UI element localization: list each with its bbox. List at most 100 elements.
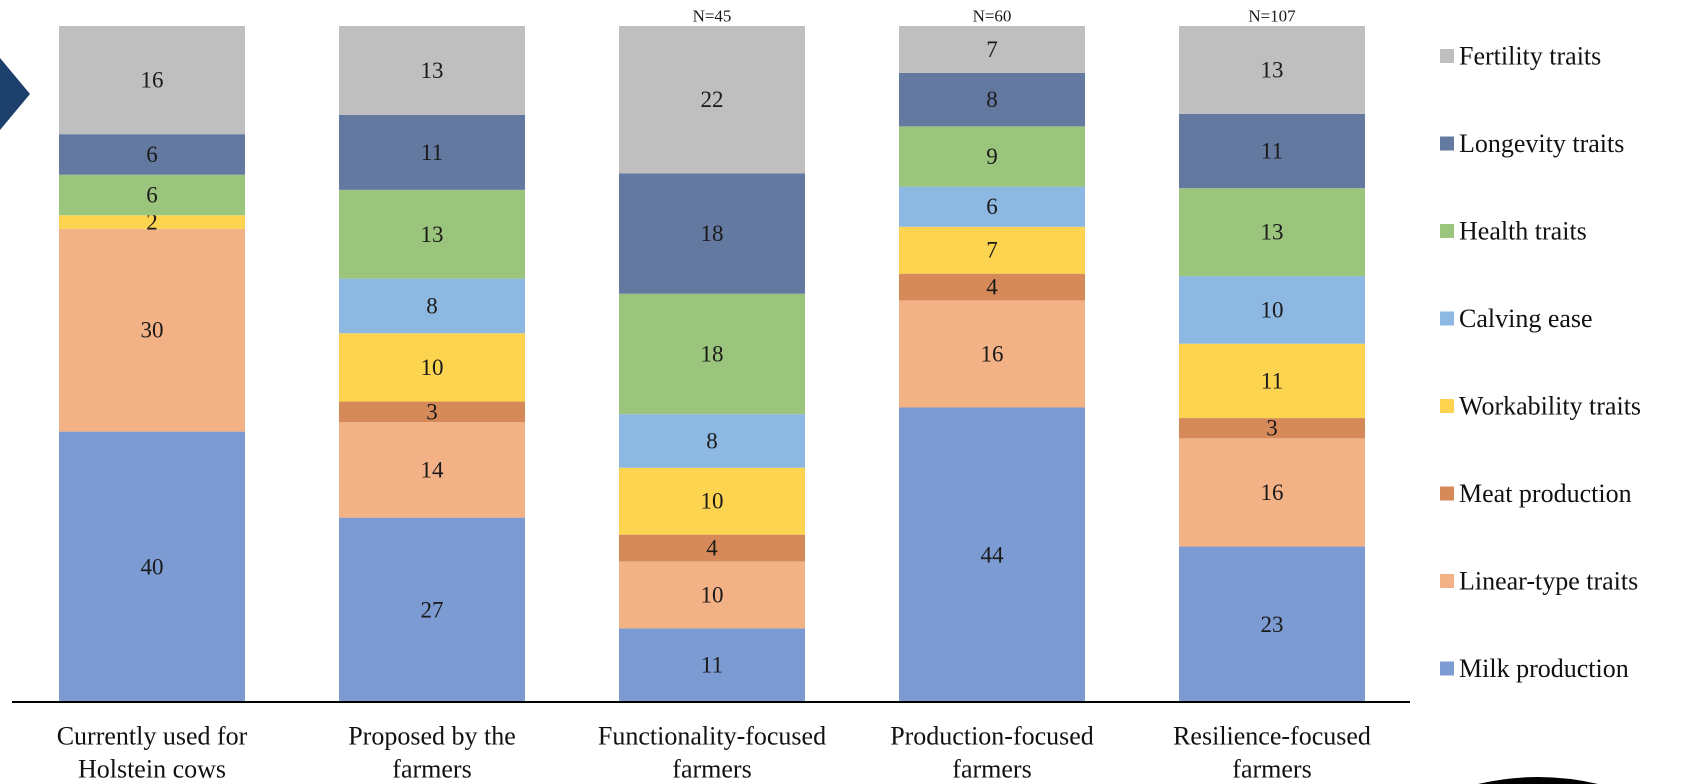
bar-segment: [619, 561, 805, 629]
legend-swatch: [1440, 311, 1454, 326]
data-label: 14: [421, 457, 445, 482]
bar-segment: [1179, 418, 1365, 439]
bar-segment: [59, 431, 245, 702]
sample-size-label: N=60: [973, 7, 1012, 26]
bar-segment: [1179, 546, 1365, 702]
legend-swatch: [1440, 399, 1454, 413]
legend-label: Longevity traits: [1459, 129, 1624, 158]
data-label: 2: [146, 210, 158, 235]
data-label: 10: [421, 355, 444, 380]
bar-segment: [899, 72, 1085, 127]
data-label: 11: [1261, 139, 1283, 164]
data-label: 7: [986, 37, 998, 62]
legend-swatch: [1440, 224, 1454, 238]
data-label: 11: [1261, 368, 1283, 393]
bar-segment: [899, 186, 1085, 227]
bar-segment: [1179, 343, 1365, 419]
data-label: 16: [981, 341, 1004, 366]
bar-segment: [59, 26, 245, 135]
bar-segment: [339, 278, 525, 334]
data-label: 11: [421, 140, 443, 165]
data-label: 6: [146, 142, 158, 167]
data-label: 3: [1266, 416, 1278, 441]
legend-swatch: [1440, 574, 1454, 588]
data-label: 10: [701, 489, 724, 514]
category-label: farmers: [1232, 755, 1311, 784]
legend-swatch: [1440, 486, 1454, 501]
bar-segment: [899, 300, 1085, 408]
data-label: 13: [1261, 57, 1284, 82]
bar-segment: [339, 517, 525, 702]
category-label: Functionality-focused: [598, 722, 826, 751]
data-label: 13: [421, 58, 444, 83]
logo-shape: [1478, 777, 1598, 784]
bar-segment: [619, 414, 805, 468]
bar-segment: [899, 407, 1085, 702]
bar-segment: [1179, 438, 1365, 547]
bar-segment: [899, 226, 1085, 274]
category-label: Currently used for: [57, 722, 248, 751]
data-label: 18: [701, 341, 724, 366]
data-label: 4: [706, 536, 718, 561]
bar-segment: [59, 215, 245, 229]
bar-segment: [1179, 113, 1365, 189]
sample-size-label: N=45: [693, 7, 732, 26]
legend: Fertility traits Longevity traits Health t…: [1440, 42, 1641, 683]
bar-segment: [1179, 276, 1365, 344]
legend-label: Meat production: [1459, 479, 1632, 508]
bar-segment: [619, 173, 805, 294]
legend-label: Workability traits: [1459, 392, 1641, 421]
data-label: 6: [146, 183, 158, 208]
nav-arrow-icon[interactable]: [0, 58, 30, 130]
data-label: 10: [701, 582, 724, 607]
data-label: 16: [1261, 480, 1284, 505]
data-label: 3: [426, 399, 438, 424]
bar-segment: [619, 628, 805, 702]
data-label: 16: [141, 68, 164, 93]
bar-segment: [339, 333, 525, 402]
data-label: 8: [426, 293, 438, 318]
bar-segment: [339, 189, 525, 279]
data-label: 8: [706, 428, 718, 453]
category-label: farmers: [672, 755, 751, 784]
bar-segment: [619, 293, 805, 415]
data-label: 13: [421, 222, 444, 247]
bar-segment: [899, 273, 1085, 301]
category-label: Holstein cows: [78, 755, 226, 784]
legend-swatch: [1440, 136, 1454, 151]
category-label: farmers: [952, 755, 1031, 784]
data-label: 27: [421, 597, 444, 622]
bar-segment: [619, 534, 805, 562]
data-label: 7: [986, 238, 998, 263]
legend-label: Milk production: [1459, 654, 1629, 683]
bar-segment: [619, 467, 805, 535]
bar-segment: [339, 26, 525, 115]
bar-segment: [59, 134, 245, 175]
category-label: farmers: [392, 755, 471, 784]
data-label: 30: [141, 318, 164, 343]
legend-swatch: [1440, 49, 1454, 63]
category-label: Proposed by the: [348, 722, 516, 751]
bar-segment: [1179, 188, 1365, 277]
legend-label: Calving ease: [1459, 304, 1593, 333]
data-label: 22: [701, 87, 724, 112]
legend-label: Health traits: [1459, 217, 1587, 246]
data-label: 10: [1261, 297, 1284, 322]
bar-segment: [1179, 26, 1365, 114]
bar-segment: [339, 422, 525, 518]
data-label: 23: [1261, 612, 1284, 637]
bar-segment: [339, 401, 525, 423]
sample-size-label: N=107: [1248, 7, 1296, 26]
data-label: 8: [986, 87, 998, 112]
legend-label: Fertility traits: [1459, 42, 1601, 71]
data-label: 6: [986, 194, 998, 219]
bar-segment: [59, 174, 245, 216]
bar-segment: [899, 26, 1085, 73]
category-label: Resilience-focused: [1173, 722, 1371, 751]
bar-segment: [59, 228, 245, 432]
plot-area: 4030266162714310813111311104108181822N=4…: [59, 7, 1365, 702]
bar-segment: [899, 126, 1085, 187]
category-labels: Currently used for Holstein cows Proposed …: [57, 722, 1371, 784]
legend-label: Linear-type traits: [1459, 567, 1638, 596]
